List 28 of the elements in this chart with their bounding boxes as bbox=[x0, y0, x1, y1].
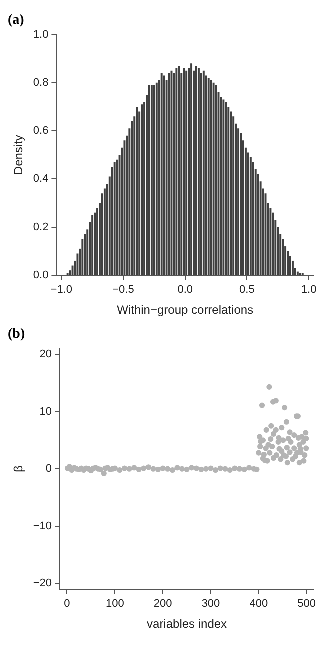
y-tick-label: 0.4 bbox=[33, 173, 49, 186]
y-tick-label: 0.0 bbox=[33, 269, 49, 282]
y-tick-label: 20 bbox=[40, 348, 52, 361]
x-tick-label: −1.0 bbox=[50, 284, 72, 296]
chart-title: (a) bbox=[8, 13, 25, 28]
x-tick-label: 0 bbox=[64, 598, 70, 610]
y-tick-label: 1.0 bbox=[33, 28, 49, 41]
x-tick-label: −0.5 bbox=[112, 284, 134, 296]
y-axis-title: Density bbox=[12, 135, 26, 176]
y-tick-label: 10 bbox=[40, 406, 52, 418]
x-tick-label: 0.5 bbox=[240, 284, 255, 296]
x-tick-label: 0.0 bbox=[178, 284, 193, 296]
y-tick-label: −20 bbox=[33, 578, 52, 590]
y-tick-label: 0.6 bbox=[33, 125, 49, 138]
y-tick-label: 0.8 bbox=[33, 76, 49, 89]
x-tick-label: 400 bbox=[250, 598, 268, 610]
x-tick-label: 100 bbox=[106, 598, 124, 610]
y-tick-label: −10 bbox=[33, 520, 52, 532]
x-tick-label: 200 bbox=[154, 598, 172, 610]
y-tick-label: 0.2 bbox=[33, 221, 49, 234]
x-axis-title: Within−group correlations bbox=[117, 303, 254, 318]
x-tick-label: 300 bbox=[202, 598, 220, 610]
y-axis-title: β bbox=[12, 466, 26, 473]
x-tick-label: 1.0 bbox=[301, 284, 317, 296]
x-axis-title: variables index bbox=[147, 617, 228, 632]
chart-title: (b) bbox=[8, 327, 26, 342]
y-tick-label: 0 bbox=[46, 463, 52, 476]
x-tick-label: 500 bbox=[298, 598, 316, 610]
